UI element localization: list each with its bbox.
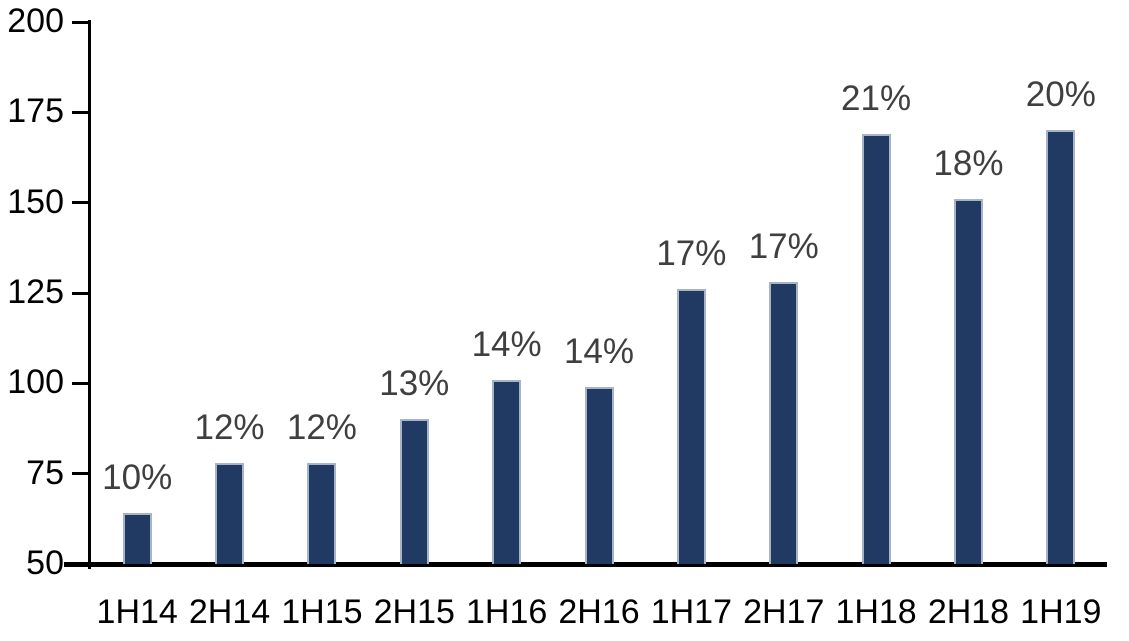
y-axis-line bbox=[88, 20, 91, 569]
y-tick-label: 150 bbox=[7, 182, 64, 221]
y-tick-label: 125 bbox=[7, 273, 64, 311]
y-tick-label: 175 bbox=[7, 92, 64, 131]
x-tick-label: 1H16 bbox=[465, 593, 548, 631]
bar bbox=[861, 134, 891, 564]
x-tick-label: 1H19 bbox=[1020, 593, 1102, 631]
bar bbox=[1046, 130, 1076, 564]
bar-value-label: 12% bbox=[194, 407, 265, 447]
bar bbox=[584, 386, 614, 564]
bar-value-label: 20% bbox=[1025, 75, 1096, 115]
bar-value-label: 10% bbox=[102, 458, 173, 498]
y-tick-label: 200 bbox=[7, 2, 64, 40]
x-tick-label: 1H17 bbox=[650, 593, 732, 631]
bar-value-label: 17% bbox=[748, 227, 819, 267]
y-tick bbox=[72, 201, 91, 205]
x-tick-label: 2H18 bbox=[927, 593, 1010, 631]
x-axis-line bbox=[64, 562, 1107, 567]
bar bbox=[769, 282, 799, 564]
y-tick-label: 75 bbox=[26, 453, 64, 492]
x-tick-label: 1H15 bbox=[281, 593, 363, 631]
y-tick bbox=[72, 20, 91, 24]
y-tick bbox=[72, 110, 91, 114]
bar-value-label: 21% bbox=[841, 79, 912, 119]
bar-value-label: 13% bbox=[379, 364, 450, 404]
y-tick bbox=[72, 562, 91, 566]
bar-value-label: 17% bbox=[656, 234, 727, 274]
bar bbox=[492, 379, 522, 564]
bar-value-label: 12% bbox=[286, 407, 357, 447]
y-tick bbox=[72, 381, 91, 385]
bar bbox=[953, 199, 983, 564]
bar bbox=[399, 419, 429, 564]
y-tick bbox=[72, 291, 91, 295]
bar-value-label: 18% bbox=[933, 144, 1004, 184]
x-tick-label: 2H15 bbox=[373, 593, 455, 631]
x-tick-label: 2H14 bbox=[188, 593, 271, 631]
x-tick-label: 2H16 bbox=[558, 593, 640, 631]
y-tick-label: 100 bbox=[7, 363, 64, 402]
bar bbox=[307, 462, 337, 564]
x-tick-label: 1H18 bbox=[835, 593, 917, 631]
y-tick-label: 50 bbox=[26, 544, 64, 582]
bar bbox=[676, 289, 706, 564]
bar-value-label: 14% bbox=[471, 324, 542, 364]
x-tick-label: 2H17 bbox=[743, 593, 825, 631]
bar bbox=[215, 462, 245, 564]
plot-area: 50 75 100 125 150 175 200 10% 1H14 12% 2H14 12% 1H15… bbox=[7, 3, 1107, 629]
y-tick bbox=[72, 472, 91, 476]
bar bbox=[122, 513, 152, 564]
x-tick-label: 1H14 bbox=[96, 593, 178, 631]
bar-value-label: 14% bbox=[563, 331, 635, 371]
